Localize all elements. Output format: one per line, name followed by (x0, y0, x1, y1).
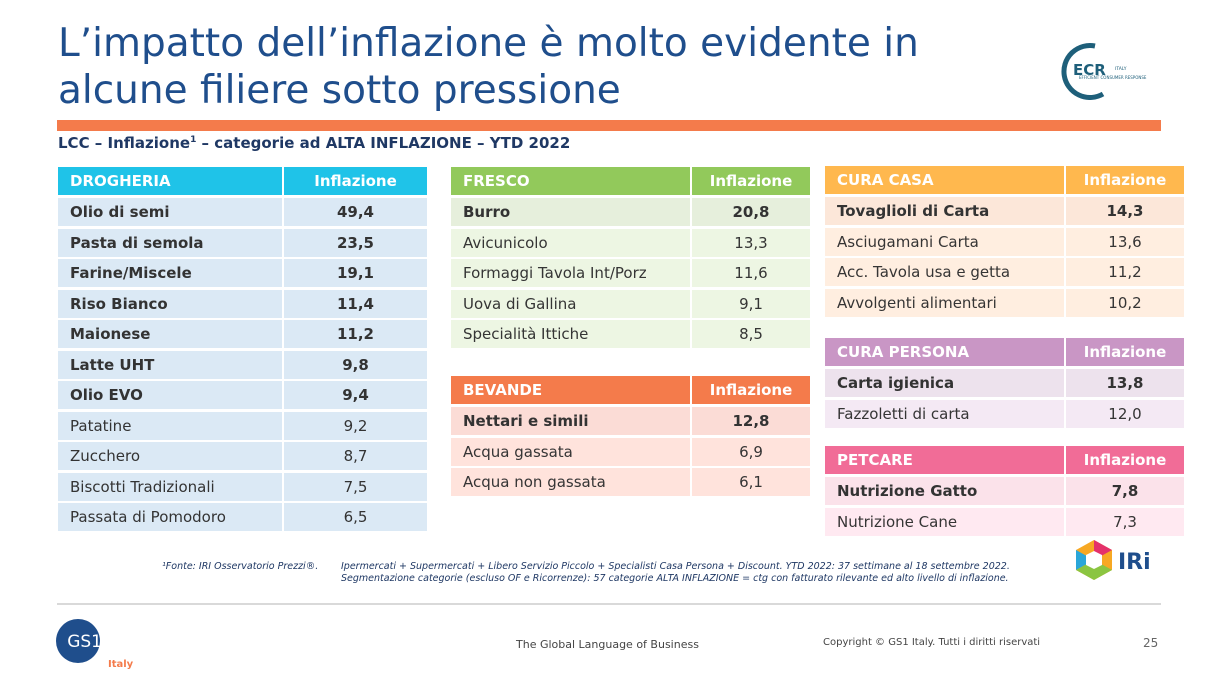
logo-text: IRi (1118, 550, 1151, 575)
column-header: Inflazione (692, 376, 810, 404)
row-value: 11,2 (1066, 258, 1184, 286)
row-value: 20,8 (692, 198, 810, 226)
row-value: 7,3 (1066, 507, 1184, 536)
row-label: Uova di Gallina (451, 289, 690, 318)
copyright: Copyright © GS1 Italy. Tutti i diritti r… (823, 637, 1041, 648)
row-value: 11,6 (692, 259, 810, 287)
gs1-logo: GS1 Italy (56, 619, 134, 670)
row-value: 9,1 (692, 289, 810, 318)
row-label: Fazzoletti di carta (825, 399, 1064, 428)
row-label: Burro (451, 198, 690, 226)
row-label: Nutrizione Cane (825, 507, 1064, 536)
column-header: Inflazione (692, 167, 810, 195)
row-value: 10,2 (1066, 288, 1184, 317)
row-label: Acqua non gassata (451, 468, 690, 496)
table-title: PETCARE (825, 446, 1064, 474)
superscript: 1 (190, 135, 197, 145)
row-label: Olio di semi (58, 198, 282, 226)
title-line: alcune filiere sotto pressione (58, 68, 621, 113)
subtitle-text: LCC – Inflazione (58, 134, 191, 152)
logo-text: ECR (1073, 61, 1106, 79)
row-value: 7,5 (284, 472, 427, 501)
column-header: Inflazione (284, 167, 427, 195)
divider (57, 603, 1161, 605)
row-value: 14,3 (1066, 197, 1184, 225)
row-value: 13,6 (1066, 227, 1184, 256)
column-header: Inflazione (1066, 338, 1184, 366)
row-label: Avicunicolo (451, 228, 690, 257)
row-label: Olio EVO (58, 381, 282, 409)
logo-hex (1076, 550, 1094, 570)
row-value: 9,2 (284, 411, 427, 440)
row-value: 23,5 (284, 228, 427, 257)
footnote-line: Segmentazione categorie (escluso OF e Ri… (341, 573, 1009, 584)
row-value: 12,8 (692, 407, 810, 435)
row-value: 12,0 (1066, 399, 1184, 428)
iri-logo: IRi (1076, 540, 1151, 580)
page-number: 25 (1143, 636, 1159, 650)
row-value: 8,7 (284, 442, 427, 470)
table-title: DROGHERIA (58, 167, 282, 195)
row-label: Nutrizione Gatto (825, 477, 1064, 505)
row-label: Zucchero (58, 442, 282, 470)
ecr-logo: ECR ITALY EFFICIENT CONSUMER RESPONSE (1061, 43, 1147, 100)
accent-bar (57, 120, 1161, 131)
row-label: Passata di Pomodoro (58, 503, 282, 531)
row-label: Carta igienica (825, 369, 1064, 397)
row-label: Specialità Ittiche (451, 320, 690, 348)
tagline: The Global Language of Business (516, 638, 699, 651)
logo-text: GS1 (67, 632, 102, 652)
row-value: 13,3 (692, 228, 810, 257)
row-value: 9,4 (284, 381, 427, 409)
row-label: Asciugamani Carta (825, 227, 1064, 256)
logo-arc (1061, 43, 1105, 100)
row-value: 6,1 (692, 468, 810, 496)
row-value: 13,8 (1066, 369, 1184, 397)
row-value: 7,8 (1066, 477, 1184, 505)
row-value: 8,5 (692, 320, 810, 348)
table-title: FRESCO (451, 167, 690, 195)
row-label: Biscotti Tradizionali (58, 472, 282, 501)
row-label: Farine/Miscele (58, 259, 282, 287)
row-value: 19,1 (284, 259, 427, 287)
row-label: Pasta di semola (58, 228, 282, 257)
logo-text: Italy (108, 659, 134, 670)
footnote-line: Ipermercati + Supermercati + Libero Serv… (341, 561, 1010, 572)
row-value: 11,2 (284, 320, 427, 348)
row-label: Nettari e simili (451, 407, 690, 435)
row-label: Riso Bianco (58, 289, 282, 318)
logo-hex (1076, 560, 1112, 580)
row-label: Acc. Tavola usa e getta (825, 258, 1064, 286)
row-label: Acqua gassata (451, 437, 690, 466)
row-value: 6,5 (284, 503, 427, 531)
footnote-source: ¹Fonte: IRI Osservatorio Prezzi®. (162, 561, 319, 572)
row-label: Formaggi Tavola Int/Porz (451, 259, 690, 287)
logo-text: EFFICIENT CONSUMER RESPONSE (1079, 75, 1147, 80)
title: L’impatto dell’inflazione è molto eviden… (58, 20, 919, 114)
subtitle-text: – categorie ad ALTA INFLAZIONE – YTD 202… (196, 134, 571, 152)
logo-circle (56, 619, 100, 663)
row-label: Tovaglioli di Carta (825, 197, 1064, 225)
title-line: L’impatto dell’inflazione è molto eviden… (58, 21, 919, 66)
column-header: Inflazione (1066, 166, 1184, 194)
row-label: Latte UHT (58, 350, 282, 379)
row-label: Avvolgenti alimentari (825, 288, 1064, 317)
subtitle: LCC – Inflazione1 – categorie ad ALTA IN… (58, 134, 570, 152)
table-title: CURA CASA (825, 166, 1064, 194)
row-value: 9,8 (284, 350, 427, 379)
table-title: BEVANDE (451, 376, 690, 404)
row-value: 49,4 (284, 198, 427, 226)
row-label: Maionese (58, 320, 282, 348)
column-header: Inflazione (1066, 446, 1184, 474)
logo-hex (1086, 551, 1102, 569)
row-label: Patatine (58, 411, 282, 440)
logo-text: ITALY (1115, 66, 1127, 72)
row-value: 6,9 (692, 437, 810, 466)
row-value: 11,4 (284, 289, 427, 318)
table-title: CURA PERSONA (825, 338, 1064, 366)
